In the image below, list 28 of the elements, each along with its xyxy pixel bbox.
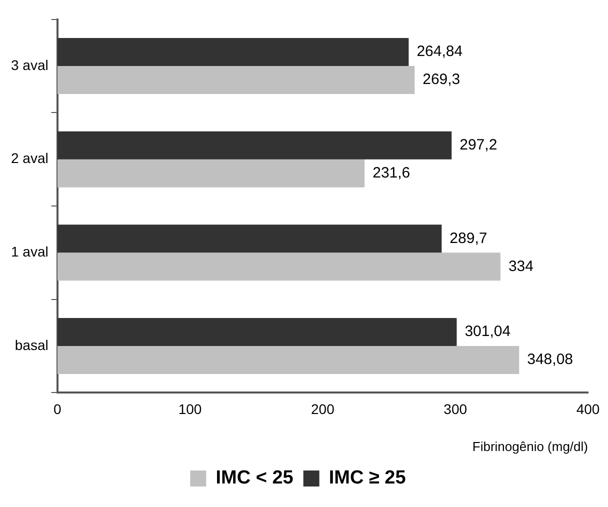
bar — [57, 38, 409, 66]
data-label: 301,04 — [464, 323, 511, 340]
data-label: 289,7 — [450, 230, 488, 247]
x-tick-label: 200 — [311, 400, 335, 417]
data-label: 297,2 — [460, 136, 498, 154]
data-label: 334 — [508, 258, 534, 275]
bar — [57, 252, 500, 281]
legend-label: IMC < 25 — [216, 468, 294, 489]
data-label: 264,84 — [416, 43, 463, 60]
bar — [57, 66, 415, 94]
x-axis-title: Fibrinogênio (mg/dl) — [472, 438, 588, 454]
y-tick-label: 2 aval — [11, 150, 48, 166]
data-label: 348,08 — [527, 351, 574, 368]
bar — [57, 159, 365, 188]
bar — [57, 318, 457, 346]
y-tick-label: 1 aval — [11, 244, 48, 260]
bar — [57, 224, 442, 253]
x-tick-label: 300 — [444, 400, 468, 417]
data-label: 231,6 — [372, 164, 410, 182]
bar — [57, 131, 452, 160]
bar — [57, 346, 520, 374]
legend-label: IMC ≥ 25 — [328, 468, 406, 489]
data-label: 269,3 — [422, 71, 460, 88]
y-tick-label: 3 aval — [11, 56, 48, 73]
y-tick-label: basal — [14, 336, 48, 353]
x-tick-label: 100 — [178, 400, 202, 417]
x-tick-label: 400 — [576, 400, 600, 417]
x-tick-label: 0 — [53, 400, 62, 417]
